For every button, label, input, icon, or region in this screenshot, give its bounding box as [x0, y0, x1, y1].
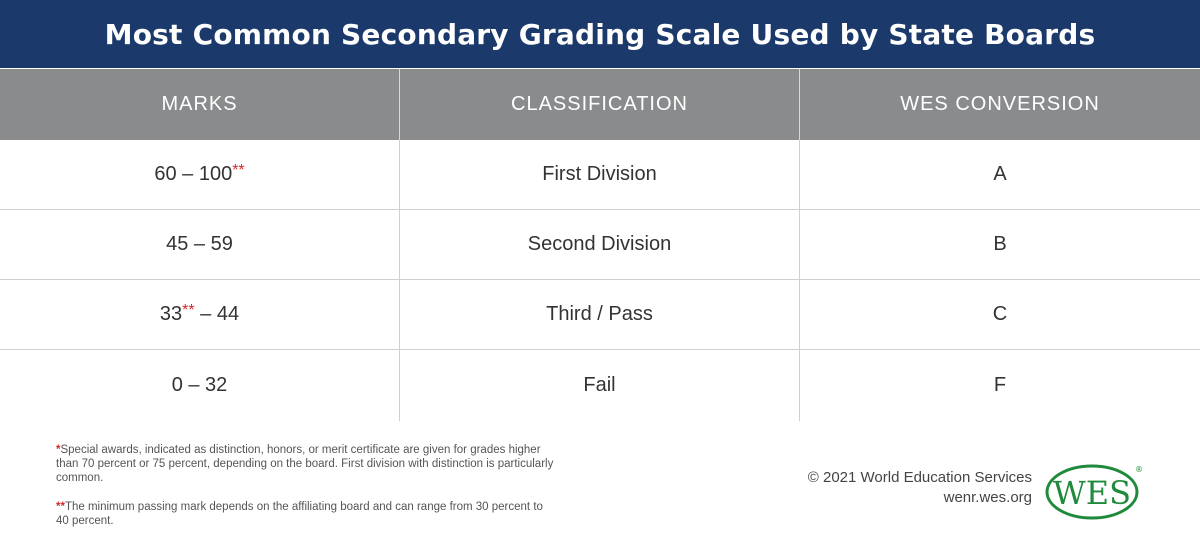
- footnote-1: *Special awards, indicated as distinctio…: [56, 443, 556, 485]
- registered-mark: ®: [1135, 465, 1143, 474]
- conversion-cell: C: [992, 303, 1008, 325]
- wes-logo-icon: WES ®: [1045, 464, 1143, 520]
- classification-cell: First Division: [400, 140, 800, 209]
- classification-cell: Fail: [400, 350, 800, 421]
- marks-value: 33: [159, 303, 183, 325]
- marks-value: 45 – 59: [166, 233, 233, 255]
- marks-value: 60 – 100: [154, 163, 233, 185]
- marks-value: 0 – 32: [171, 374, 228, 396]
- conversion-cell: B: [993, 233, 1007, 255]
- website-line: wenr.wes.org: [943, 489, 1032, 506]
- page-title: Most Common Secondary Grading Scale Used…: [104, 17, 1096, 51]
- marks-cell: 0 – 32: [0, 350, 400, 421]
- footnote-mark: **: [182, 301, 195, 319]
- header-classification: CLASSIFICATION: [400, 69, 800, 140]
- footnote-2: **The minimum passing mark depends on th…: [56, 500, 556, 528]
- footnotes: *Special awards, indicated as distinctio…: [56, 443, 556, 543]
- header-wes-conversion: WES CONVERSION: [900, 93, 1100, 115]
- table-row: 0 – 32 Fail F: [0, 350, 1200, 421]
- marks-cell: 45 – 59: [0, 210, 400, 279]
- grading-table: MARKS CLASSIFICATION WES CONVERSION 60 –…: [0, 69, 1200, 421]
- classification-cell: Second Division: [400, 210, 800, 279]
- title-bar: Most Common Secondary Grading Scale Used…: [0, 0, 1200, 68]
- table-row: 45 – 59 Second Division B: [0, 210, 1200, 280]
- copyright-line: © 2021 World Education Services: [807, 469, 1032, 486]
- marks-cell: 60 – 100 **: [0, 140, 400, 209]
- header-marks: MARKS: [0, 69, 400, 140]
- marks-cell: 33 ** – 44: [0, 280, 400, 349]
- copyright: © 2021 World Education Services wenr.wes…: [808, 468, 1032, 508]
- table-header-row: MARKS CLASSIFICATION WES CONVERSION: [0, 69, 1200, 140]
- table-row: 33 ** – 44 Third / Pass C: [0, 280, 1200, 350]
- logo-text: WES: [1053, 474, 1131, 512]
- classification-cell: Third / Pass: [400, 280, 800, 349]
- footnote-star: **: [56, 501, 65, 513]
- footnote-text: The minimum passing mark depends on the …: [56, 501, 543, 527]
- footnote-star: *: [56, 444, 61, 456]
- footnote-mark: **: [232, 161, 245, 179]
- marks-value-rest: – 44: [194, 303, 240, 325]
- conversion-cell: F: [993, 374, 1007, 396]
- table-row: 60 – 100 ** First Division A: [0, 140, 1200, 210]
- conversion-cell: A: [993, 163, 1007, 185]
- footnote-text: Special awards, indicated as distinction…: [56, 444, 554, 484]
